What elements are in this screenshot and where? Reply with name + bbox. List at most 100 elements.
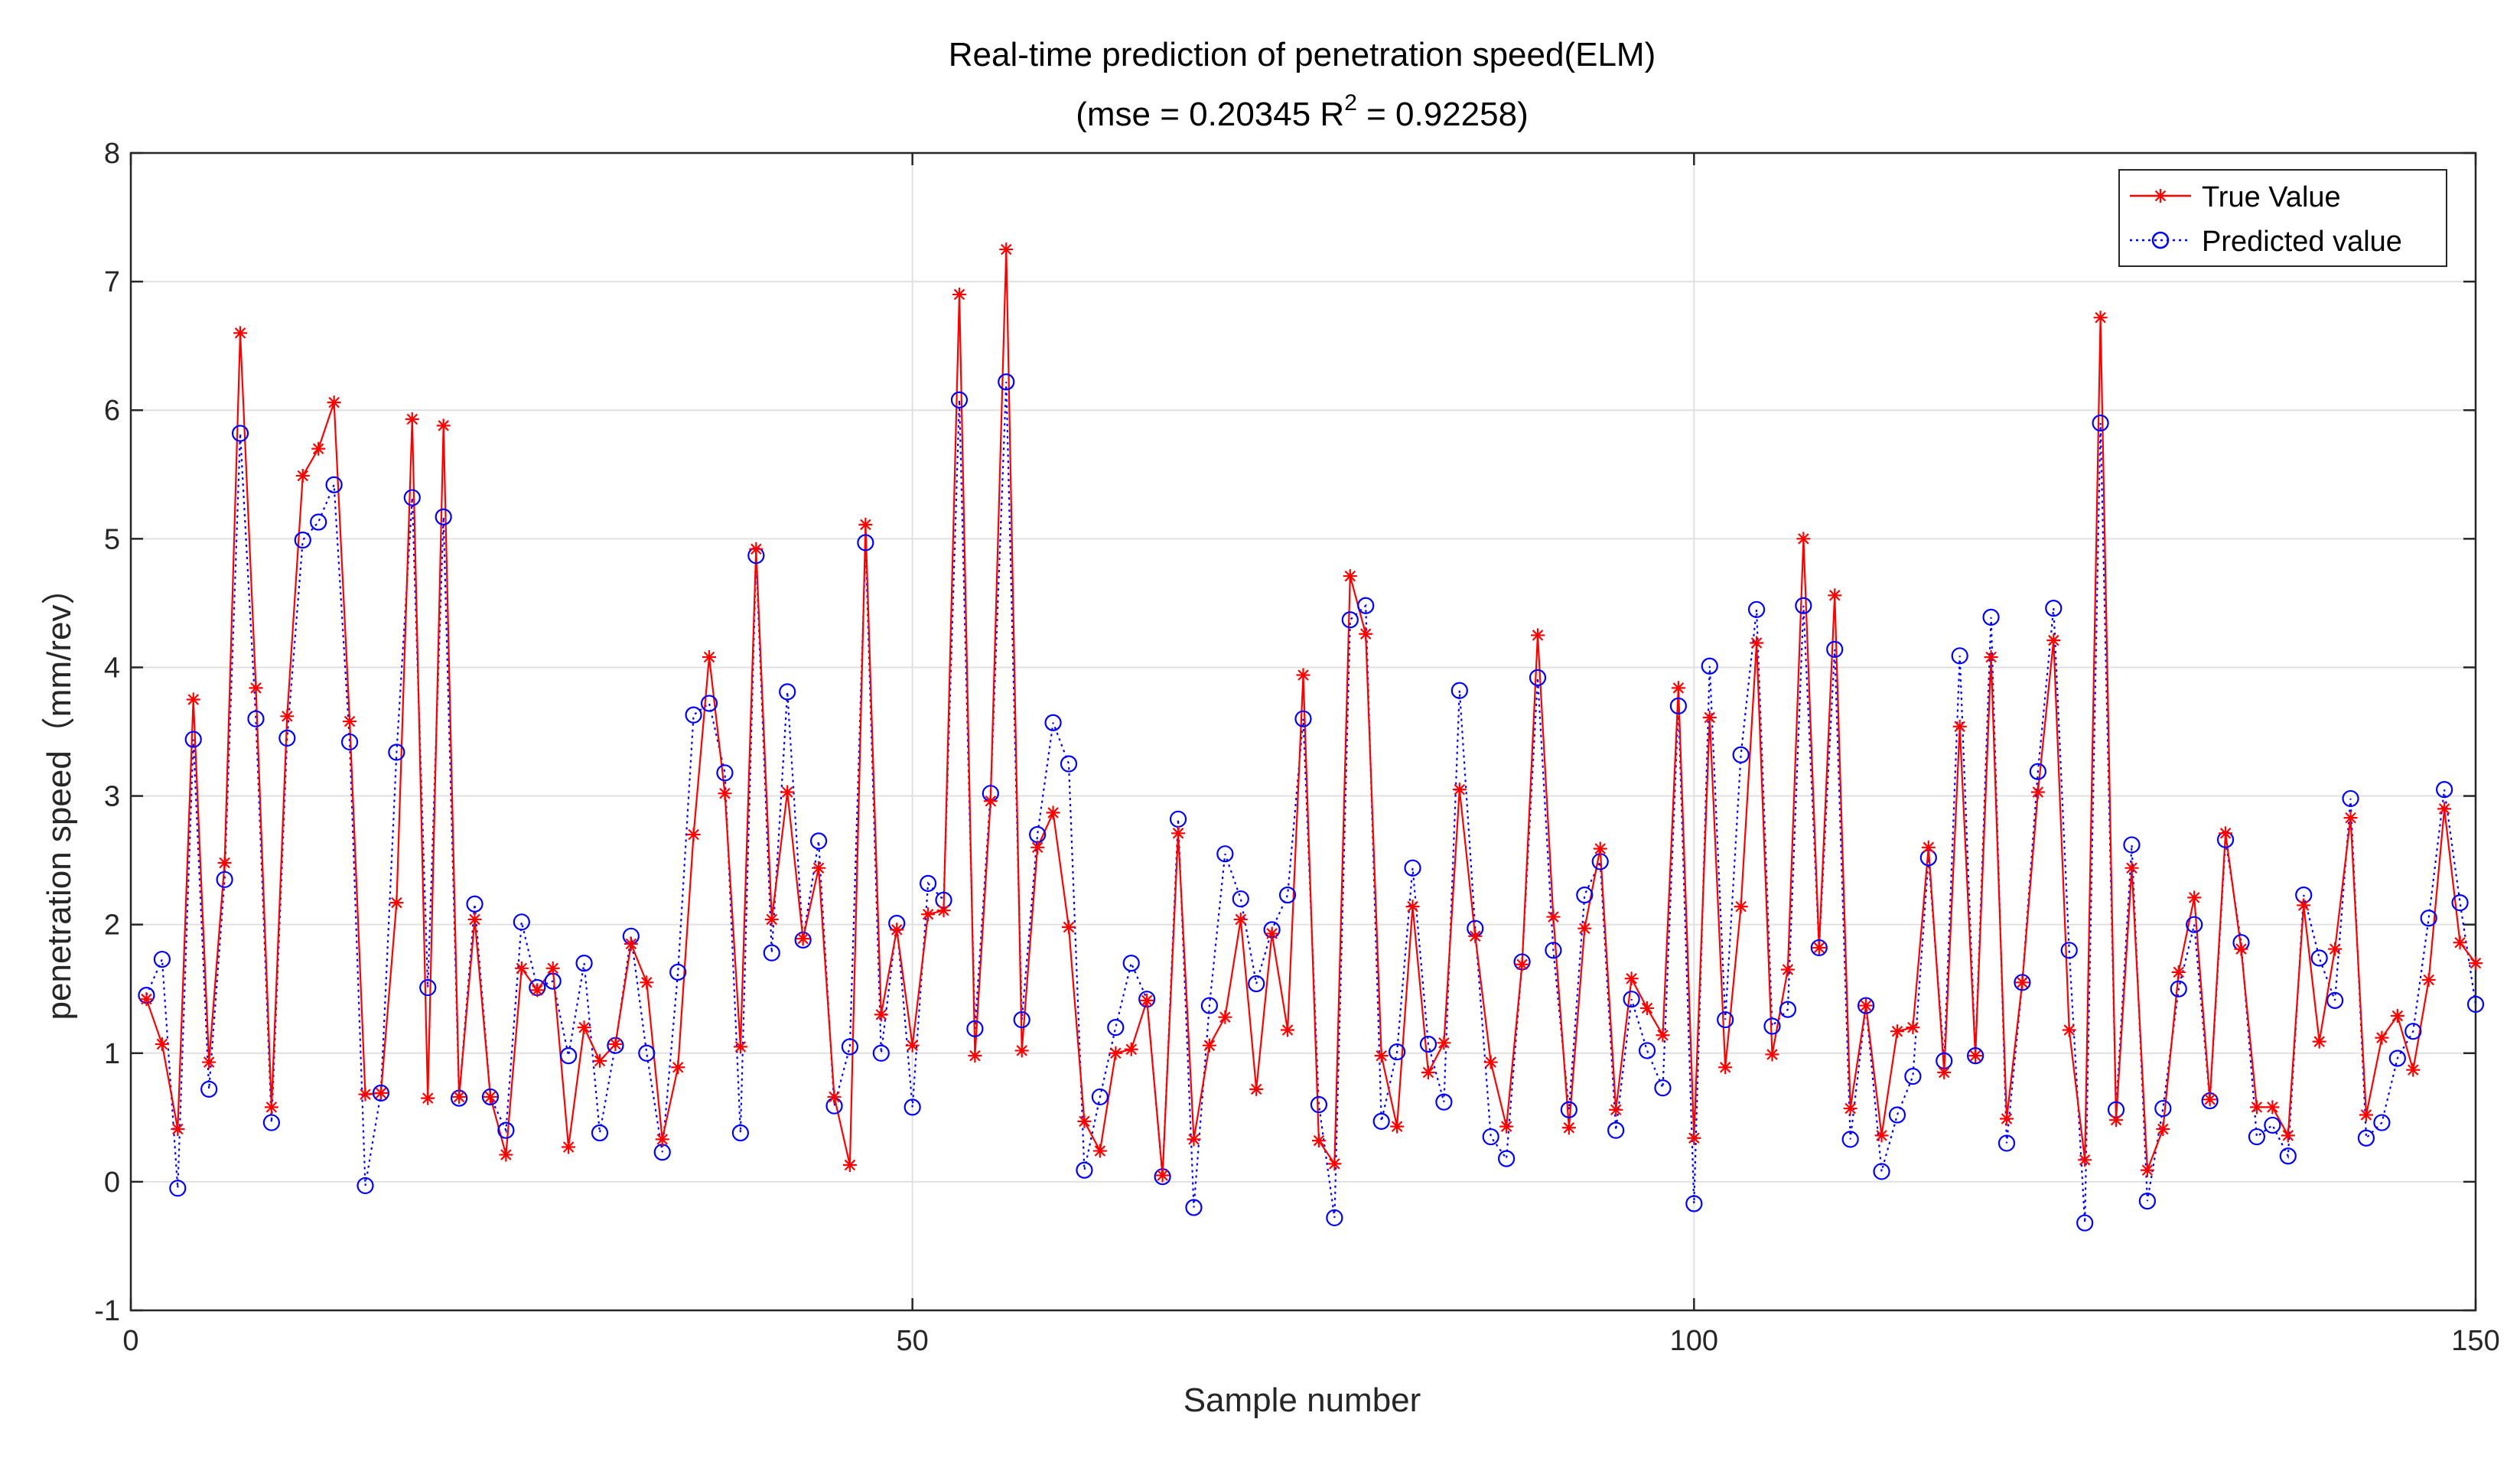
true-marker-stroke [594,1055,606,1067]
predicted-marker [2092,414,2109,432]
true-marker [1233,912,1248,926]
true-marker [1656,1028,1670,1043]
true-marker-stroke [1876,1130,1887,1141]
true-marker [1249,1082,1264,1096]
true-marker-stroke [2110,1114,2122,1126]
true-marker-stroke [453,1091,465,1103]
true-marker-stroke [516,962,528,975]
true-marker [1718,1060,1733,1075]
predicted-marker [184,731,202,748]
true-marker [858,517,873,532]
predicted-marker [2388,1050,2406,1067]
true-marker [874,1007,888,1022]
true-marker [2219,826,2233,841]
true-marker [1874,1128,1889,1143]
true-marker [1468,929,1483,943]
true-marker [749,542,763,556]
true-marker [1202,1038,1216,1053]
true-marker [1155,1168,1170,1183]
true-marker-stroke [2063,1024,2075,1036]
true-marker-stroke [1079,1115,1090,1128]
predicted-marker [1701,657,1718,675]
true-marker [983,794,998,809]
true-marker-stroke [1454,783,1466,796]
true-marker [1092,1144,1107,1158]
true-marker-stroke [875,1009,887,1020]
true-marker [421,1091,435,1105]
predicted-marker [809,832,828,850]
true-marker [545,961,560,975]
predicted-marker [294,531,311,549]
true-marker [1937,1065,1952,1079]
true-marker [280,709,295,724]
true-marker-stroke [1172,828,1184,839]
predicted-marker [1685,1195,1703,1212]
true-marker [1906,1020,1920,1035]
true-marker-stroke [1422,1066,1434,1079]
true-marker-stroke [500,1149,512,1160]
true-marker-stroke [812,862,825,874]
true-marker-stroke [172,1123,184,1135]
true-marker [1343,569,1357,584]
true-marker [2297,898,2311,913]
true-marker-stroke [703,651,715,663]
true-marker-stroke [1923,841,1935,854]
true-marker-stroke [328,396,340,408]
predicted-marker [2436,781,2453,799]
predicted-marker [2060,942,2078,959]
true-marker [1390,1119,1405,1134]
true-marker-stroke [1907,1021,1919,1033]
true-marker-stroke [1001,243,1012,255]
true-marker-stroke [844,1159,856,1171]
true-marker [718,786,732,801]
true-marker [1515,957,1529,971]
true-marker [1828,588,1842,603]
true-marker [483,1089,497,1104]
predicted-marker [966,1020,984,1037]
true-marker [1531,628,1545,643]
true-marker-stroke [360,1089,371,1100]
true-marker [1140,993,1154,1007]
predicted-marker [575,954,593,972]
true-marker-stroke [562,1141,575,1153]
true-marker-stroke [1500,1121,1512,1132]
predicted-marker [1747,600,1766,618]
true-marker-stroke [391,897,402,909]
y-tick-label: 3 [104,781,120,813]
true-marker [2015,975,2030,990]
predicted-marker [1248,975,1265,993]
true-marker [1218,1010,1232,1024]
true-marker [343,714,357,729]
legend-true-star [2154,189,2167,203]
true-marker [1405,900,1420,914]
true-marker [1796,532,1811,546]
predicted-marker [669,963,687,981]
true-marker [1859,998,1874,1013]
predicted-marker [1560,1101,1577,1118]
true-marker-stroke [406,413,418,425]
predicted-marker [1372,1112,1390,1130]
true-marker [389,896,404,910]
true-marker [358,1087,373,1102]
series [138,242,2485,1232]
predicted-marker [2014,974,2031,991]
true-marker-stroke [719,787,731,799]
true-marker [686,827,701,841]
predicted-marker [513,913,530,931]
true-marker-stroke [1219,1011,1231,1023]
true-marker [1984,649,1998,664]
predicted-marker [1310,1095,1328,1114]
true-marker-stroke [484,1091,497,1103]
true-marker [2234,942,2248,956]
true-marker [1109,1046,1123,1060]
true-marker [2062,1023,2076,1037]
legend-true-label: True Value [2202,181,2341,213]
true-marker-stroke [1594,843,1606,854]
legend-true-star-stroke [2154,190,2167,202]
true-marker-stroke [1766,1049,1778,1060]
true-marker-stroke [1860,1000,1872,1011]
predicted-marker [1278,886,1297,904]
true-marker [2453,936,2467,950]
true-marker-stroke [203,1056,215,1068]
